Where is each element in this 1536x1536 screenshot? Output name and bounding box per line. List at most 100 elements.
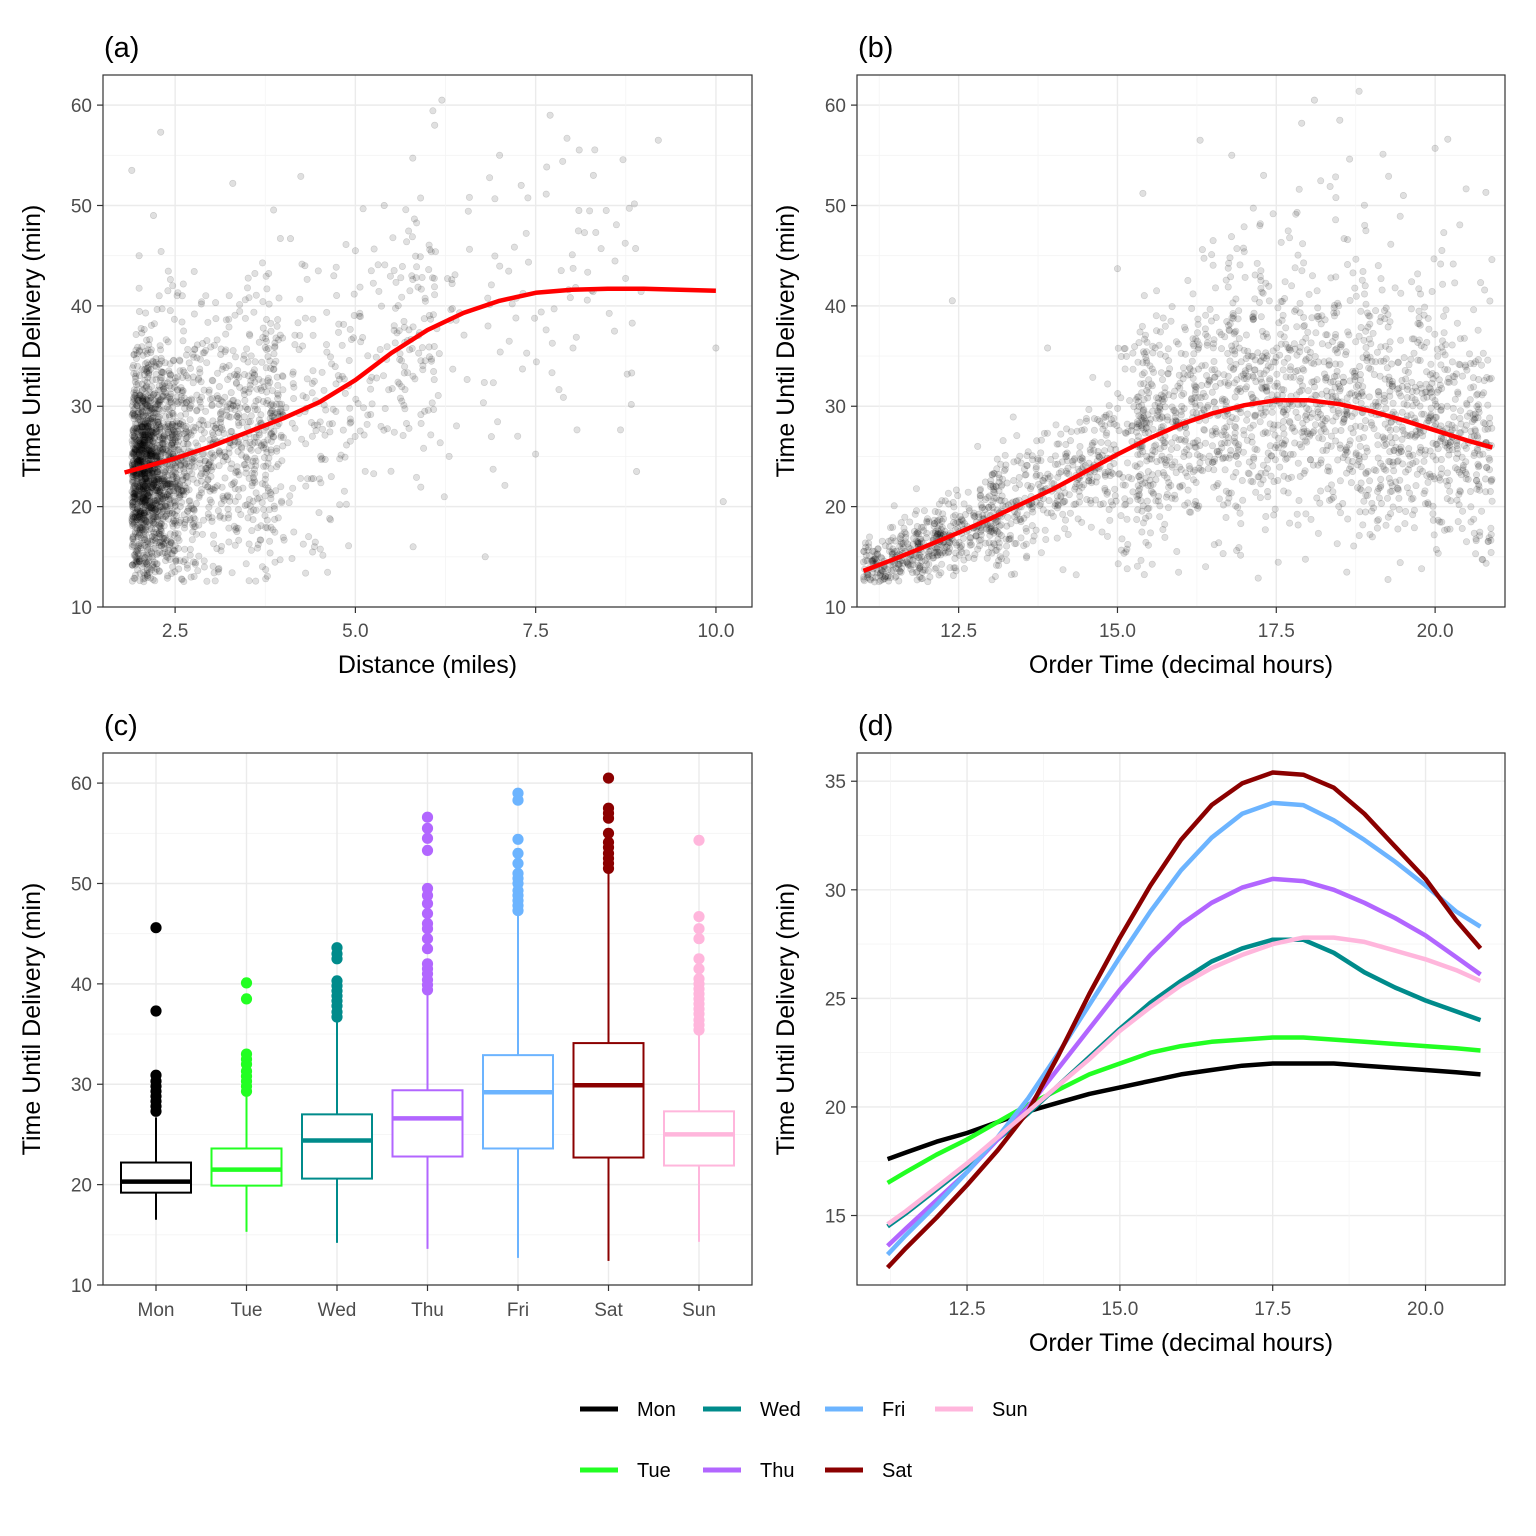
data-point [630,200,638,208]
data-point [1473,476,1481,484]
x-tick-label: 12.5 [940,621,977,642]
data-point [621,239,629,247]
data-point [229,397,237,405]
data-point [1437,470,1445,478]
data-point [1097,438,1105,446]
data-point [1086,446,1094,454]
data-point [278,457,286,465]
data-point [190,310,198,318]
data-point [152,486,160,494]
data-point [190,454,198,462]
data-point [1421,303,1429,311]
data-point [270,206,278,214]
data-point [1089,439,1097,447]
y-axis-title: Time Until Delivery (min) [18,205,46,478]
data-point [273,444,281,452]
data-point [141,453,149,461]
data-point [141,433,149,441]
data-point [589,171,597,179]
data-point [1467,487,1475,495]
data-point [1299,382,1307,390]
data-point [1176,483,1184,491]
data-point [131,574,139,582]
data-point [1098,528,1106,536]
data-point [175,437,183,445]
data-point [251,454,259,462]
data-point [216,513,224,521]
data-point [155,415,163,423]
data-point [148,533,156,541]
data-point [275,294,283,302]
data-point [1173,444,1181,452]
data-point [218,451,226,459]
data-point [233,372,241,380]
data-point [153,565,161,573]
data-point [301,262,309,270]
data-point [143,350,151,358]
data-point [375,287,383,295]
data-point [184,345,192,353]
data-point [1473,485,1481,493]
data-point [487,281,495,289]
data-point [141,457,149,465]
data-point [139,397,147,405]
data-point [1357,479,1365,487]
data-point [402,419,410,427]
data-point [1365,364,1373,372]
data-point [484,294,492,302]
data-point [136,440,144,448]
data-point [1249,372,1257,380]
data-point [196,456,204,464]
data-point [1262,512,1270,520]
data-point [168,420,176,428]
data-point [214,369,222,377]
data-point [1116,470,1124,478]
data-point [537,308,545,316]
data-point [1254,574,1262,582]
data-point [323,308,331,316]
data-point [180,558,188,566]
data-point [271,515,279,523]
data-point [130,415,138,423]
data-point [267,448,275,456]
data-point [1406,452,1414,460]
data-point [1302,334,1310,342]
data-point [1377,343,1385,351]
data-point [249,374,257,382]
data-point [481,553,489,561]
data-point [417,483,425,491]
data-point [166,462,174,470]
data-point [167,539,175,547]
data-point [166,555,174,563]
data-point [290,383,298,391]
data-point [203,577,211,585]
data-point [1140,369,1148,377]
data-point [269,402,277,410]
data-point [420,444,428,452]
data-point [1456,221,1464,229]
data-point [168,550,176,558]
data-point [158,508,166,516]
data-point [245,418,253,426]
data-point [889,566,897,574]
data-point [135,307,143,315]
data-point [143,484,151,492]
data-point [274,381,282,389]
data-point [331,363,339,371]
data-point [132,446,140,454]
data-point [148,504,156,512]
data-point [1266,377,1274,385]
data-point [138,403,146,411]
data-point [1168,439,1176,447]
data-point [229,179,237,187]
data-point [1028,482,1036,490]
data-point [229,347,237,355]
data-point [182,422,190,430]
data-point [149,498,157,506]
data-point [142,423,150,431]
data-point [1289,450,1297,458]
data-point [139,560,147,568]
data-point [1246,424,1254,432]
data-point [251,371,259,379]
data-point [132,392,140,400]
